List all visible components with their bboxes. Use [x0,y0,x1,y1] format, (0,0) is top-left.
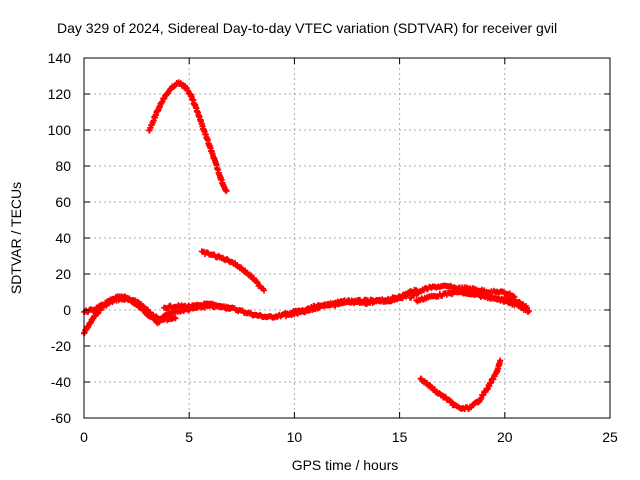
series-satellite-arc-4 [161,300,234,312]
chart-title: Day 329 of 2024, Sidereal Day-to-day VTE… [57,20,557,36]
x-tick-label: 5 [185,429,193,445]
data-point [261,287,267,294]
y-tick-label: -20 [51,338,71,354]
y-tick-label: 120 [48,86,72,102]
y-tick-label: 20 [55,266,71,282]
series-satellite-arc-9 [449,286,532,316]
data-point [171,314,178,321]
series-satellite-arc-12 [417,357,504,413]
data-point [223,187,230,194]
data-point [524,309,531,316]
x-axis-label: GPS time / hours [292,457,399,473]
y-tick-label: 0 [63,302,71,318]
y-tick-label: -40 [51,374,71,390]
x-tick-label: 0 [80,429,88,445]
y-tick-label: 140 [48,50,72,66]
series-satellite-arc-6 [312,292,410,311]
data-point [497,357,504,364]
data-points [81,79,532,413]
data-point [511,294,518,301]
y-tick-label: 60 [55,194,71,210]
y-tick-label: -60 [51,410,71,426]
x-tick-label: 25 [602,429,618,445]
plot-frame [83,57,611,419]
y-tick-label: 80 [55,158,71,174]
series-satellite-arc-10 [146,79,230,194]
data-point [172,315,179,322]
data-point [227,304,234,311]
x-tick-label: 15 [392,429,408,445]
y-tick-label: 40 [55,230,71,246]
y-tick-label: 100 [48,122,72,138]
series-satellite-arc-11 [198,248,267,294]
x-tick-label: 20 [497,429,513,445]
x-tick-label: 10 [287,429,303,445]
axis-ticks: 0 5 10 15 20 25 -60 -40 -20 0 20 40 60 80 100 120 140 [48,50,618,445]
grid [84,58,610,418]
y-axis-label: SDTVAR / TECUs [8,182,24,294]
data-point [526,308,532,314]
data-point [510,293,517,300]
